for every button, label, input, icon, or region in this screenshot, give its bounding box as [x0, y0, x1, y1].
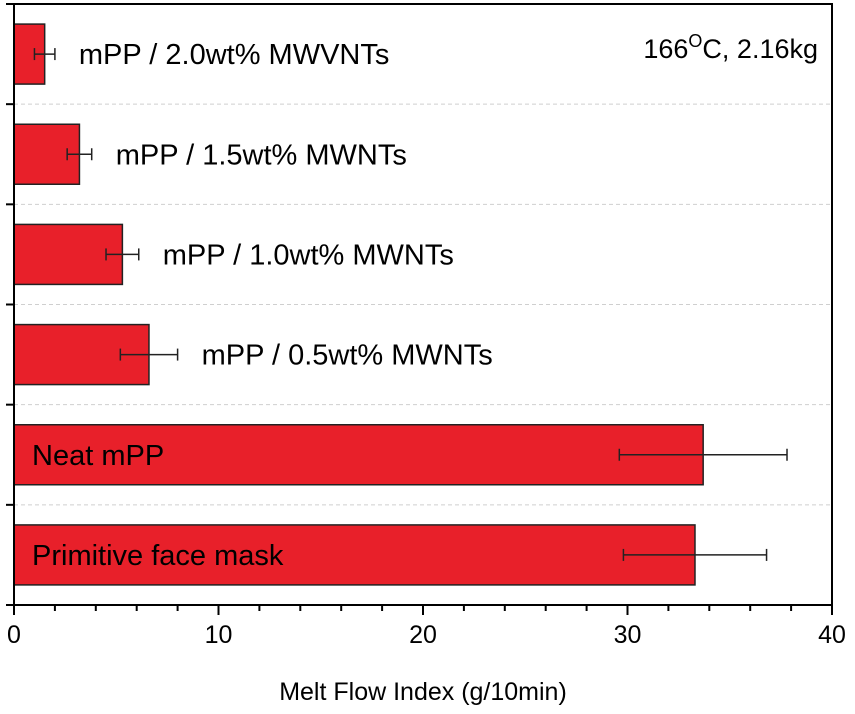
error-bar	[66, 148, 93, 161]
error-bar	[618, 448, 788, 461]
bar-label: mPP / 0.5wt% MWNTs	[202, 340, 493, 372]
bar	[13, 524, 696, 586]
bars	[13, 23, 704, 586]
bar-label: mPP / 2.0wt% MWVNTs	[79, 39, 389, 71]
bar-labels: mPP / 2.0wt% MWVNTs mPP / 1.5wt% MWNTs mPP…	[32, 39, 493, 572]
error-bar	[105, 248, 140, 261]
x-tick-label: 30	[614, 621, 642, 649]
axis-ticks: 0 10 20 30 40	[6, 3, 846, 649]
x-tick-label: 0	[7, 621, 21, 649]
error-bar	[33, 48, 56, 61]
error-bar	[119, 348, 179, 361]
grid-lines	[14, 103, 832, 506]
condition-annotation: 166OC, 2.16kg	[643, 31, 818, 64]
x-axis-title: Melt Flow Index (g/10min)	[279, 678, 567, 706]
bar-label: Primitive face mask	[32, 540, 284, 572]
x-tick-label: 10	[205, 621, 233, 649]
annotation-rest: C, 2.16kg	[702, 34, 818, 64]
annotation-sup: O	[688, 31, 702, 51]
bar-label: Neat mPP	[32, 440, 164, 472]
bar-label: mPP / 1.5wt% MWNTs	[116, 139, 407, 171]
annotation-main: 166	[643, 34, 688, 64]
x-tick-label: 20	[409, 621, 437, 649]
error-bar	[622, 548, 768, 561]
bar-label: mPP / 1.0wt% MWNTs	[163, 239, 454, 271]
x-tick-label: 40	[818, 621, 846, 649]
error-bars	[33, 48, 788, 561]
